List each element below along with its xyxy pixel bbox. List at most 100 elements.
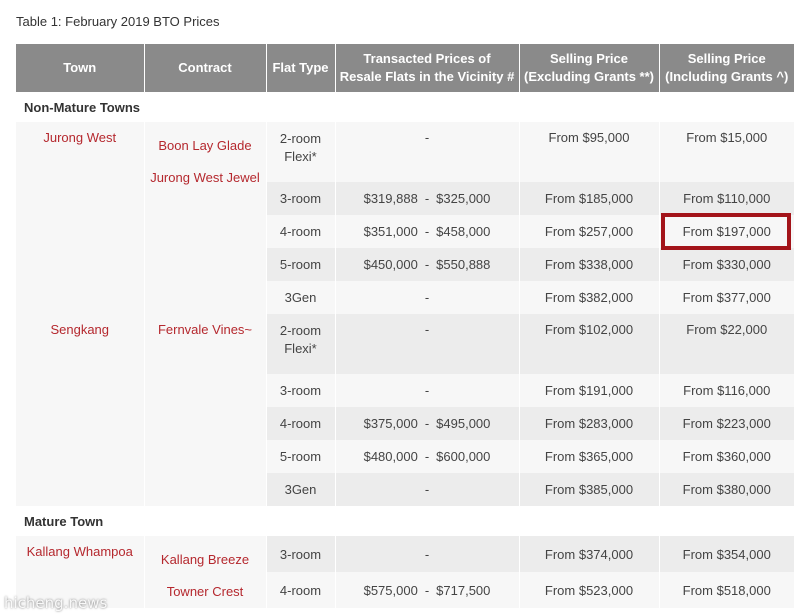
price-excl-cell: From $102,000 xyxy=(519,314,660,374)
range-separator: - xyxy=(424,224,430,239)
flat-type-cell: 3-room xyxy=(266,182,336,215)
resale-cell: $480,000- $600,000 xyxy=(335,440,520,473)
resale-range: $319,888- $325,000 xyxy=(364,191,491,206)
price-incl-cell: From $330,000 xyxy=(659,248,794,281)
resale-cell: - xyxy=(335,281,520,314)
price-excl-cell: From $365,000 xyxy=(519,440,660,473)
price-excl-cell: From $191,000 xyxy=(519,374,660,407)
contract-name: Boon Lay Glade xyxy=(158,138,252,153)
header-flat-type: Flat Type xyxy=(266,44,336,92)
resale-cell: $319,888- $325,000 xyxy=(335,182,520,215)
table-row: 4-room $575,000- $717,500 From $523,000 F… xyxy=(16,572,794,608)
watermark: hicheng.news xyxy=(4,594,108,612)
resale-high: $550,888 xyxy=(436,257,491,272)
town-cell: Jurong West xyxy=(16,122,145,314)
resale-cell: $575,000- $717,500 xyxy=(335,572,520,608)
resale-cell: - xyxy=(335,314,520,374)
resale-high: $600,000 xyxy=(436,449,491,464)
flat-type-cell: 2-room Flexi* xyxy=(266,122,336,182)
resale-cell: $351,000- $458,000 xyxy=(335,215,520,248)
flat-type-cell: 4-room xyxy=(266,572,336,608)
resale-high: $495,000 xyxy=(436,416,491,431)
resale-range: $450,000- $550,888 xyxy=(364,257,491,272)
contract-cell: Boon Lay Glade Jurong West Jewel xyxy=(144,122,267,314)
resale-cell: $375,000- $495,000 xyxy=(335,407,520,440)
flat-type-cell: 4-room xyxy=(266,407,336,440)
flat-type-cell: 5-room xyxy=(266,248,336,281)
price-excl-cell: From $95,000 xyxy=(519,122,660,182)
section-title: Mature Town xyxy=(16,506,794,536)
price-incl-cell: From $22,000 xyxy=(659,314,794,374)
price-incl-cell: From $116,000 xyxy=(659,374,794,407)
flat-type-cell: 3-room xyxy=(266,536,336,572)
contract-cell: Fernvale Vines~ xyxy=(144,314,267,506)
town-cell: Sengkang xyxy=(16,314,145,506)
contract-name: Kallang Breeze xyxy=(160,552,250,567)
header-price-excl-grants: Selling Price (Excluding Grants **) xyxy=(519,44,660,92)
price-excl-cell: From $382,000 xyxy=(519,281,660,314)
price-excl-cell: From $257,000 xyxy=(519,215,660,248)
price-excl-cell: From $283,000 xyxy=(519,407,660,440)
header-ex-line1: Selling Price xyxy=(549,51,629,66)
resale-cell: - xyxy=(335,122,520,182)
contract-cell: Kallang Breeze Towner Crest xyxy=(144,536,267,608)
resale-low: $575,000 xyxy=(363,582,418,598)
resale-low: $319,888 xyxy=(363,191,418,206)
price-incl-cell: From $110,000 xyxy=(659,182,794,215)
resale-range: $575,000- $717,500 xyxy=(364,583,491,598)
header-in-line2: (Including Grants ^) xyxy=(665,69,789,84)
flat-type-line1: 2-room xyxy=(279,131,322,146)
price-incl-cell: From $518,000 xyxy=(659,572,794,608)
table-row: 3Gen - From $385,000 From $380,000 xyxy=(16,473,794,506)
price-incl-cell-highlighted: From $197,000 xyxy=(659,213,794,250)
range-separator: - xyxy=(424,191,430,206)
contract-name: Towner Crest xyxy=(166,584,244,599)
range-separator: - xyxy=(424,449,430,464)
price-excl-cell: From $523,000 xyxy=(519,572,660,608)
header-resale-line2: Resale Flats in the Vicinity # xyxy=(339,69,515,84)
header-ex-line2: (Excluding Grants **) xyxy=(523,69,655,84)
flat-type-line2: Flexi* xyxy=(284,341,317,356)
range-separator: - xyxy=(424,257,430,272)
header-resale-prices: Transacted Prices of Resale Flats in the… xyxy=(335,44,520,92)
town-cell: Kallang Whampoa xyxy=(16,536,145,608)
price-incl-cell: From $377,000 xyxy=(659,281,794,314)
range-separator: - xyxy=(424,416,430,431)
section-row-non-mature: Non-Mature Towns xyxy=(16,92,794,122)
price-excl-cell: From $385,000 xyxy=(519,473,660,506)
table-row: 5-room $480,000- $600,000 From $365,000 F… xyxy=(16,440,794,473)
resale-low: $480,000 xyxy=(363,449,418,464)
header-price-incl-grants: Selling Price (Including Grants ^) xyxy=(659,44,794,92)
flat-type-cell: 3Gen xyxy=(266,473,336,506)
resale-low: $450,000 xyxy=(363,257,418,272)
price-excl-cell: From $338,000 xyxy=(519,248,660,281)
header-town: Town xyxy=(16,44,145,92)
header-row: Town Contract Flat Type Transacted Price… xyxy=(16,44,794,92)
section-title: Non-Mature Towns xyxy=(16,92,794,122)
resale-low: $351,000 xyxy=(363,224,418,239)
header-contract: Contract xyxy=(144,44,267,92)
header-resale-line1: Transacted Prices of xyxy=(363,51,491,66)
resale-cell: - xyxy=(335,536,520,572)
table-row: Sengkang Fernvale Vines~ 2-room Flexi* -… xyxy=(16,314,794,506)
flat-type-cell: 3-room xyxy=(266,374,336,407)
flat-type-cell: 2-room Flexi* xyxy=(266,314,336,374)
price-incl-cell: From $354,000 xyxy=(659,536,794,572)
resale-low: $375,000 xyxy=(363,416,418,431)
contract-name: Jurong West Jewel xyxy=(150,170,260,185)
header-in-line1: Selling Price xyxy=(687,51,766,66)
table-row: 3-room - From $191,000 From $116,000 xyxy=(16,374,794,407)
price-incl-cell: From $360,000 xyxy=(659,440,794,473)
section-row-mature: Mature Town xyxy=(16,506,794,536)
flat-type-cell: 4-room xyxy=(266,215,336,248)
resale-high: $717,500 xyxy=(436,582,491,598)
resale-range: $375,000- $495,000 xyxy=(364,416,491,431)
table-row: Jurong West Boon Lay Glade Jurong West J… xyxy=(16,122,794,314)
flat-type-cell: 3Gen xyxy=(266,281,336,314)
range-separator: - xyxy=(424,582,430,598)
table-row: 3Gen - From $382,000 From $377,000 xyxy=(16,281,794,314)
resale-range: $351,000- $458,000 xyxy=(364,224,491,239)
resale-cell: - xyxy=(335,374,520,407)
table-row: 3-room $319,888- $325,000 From $185,000 F… xyxy=(16,182,794,215)
resale-range: $480,000- $600,000 xyxy=(364,449,491,464)
